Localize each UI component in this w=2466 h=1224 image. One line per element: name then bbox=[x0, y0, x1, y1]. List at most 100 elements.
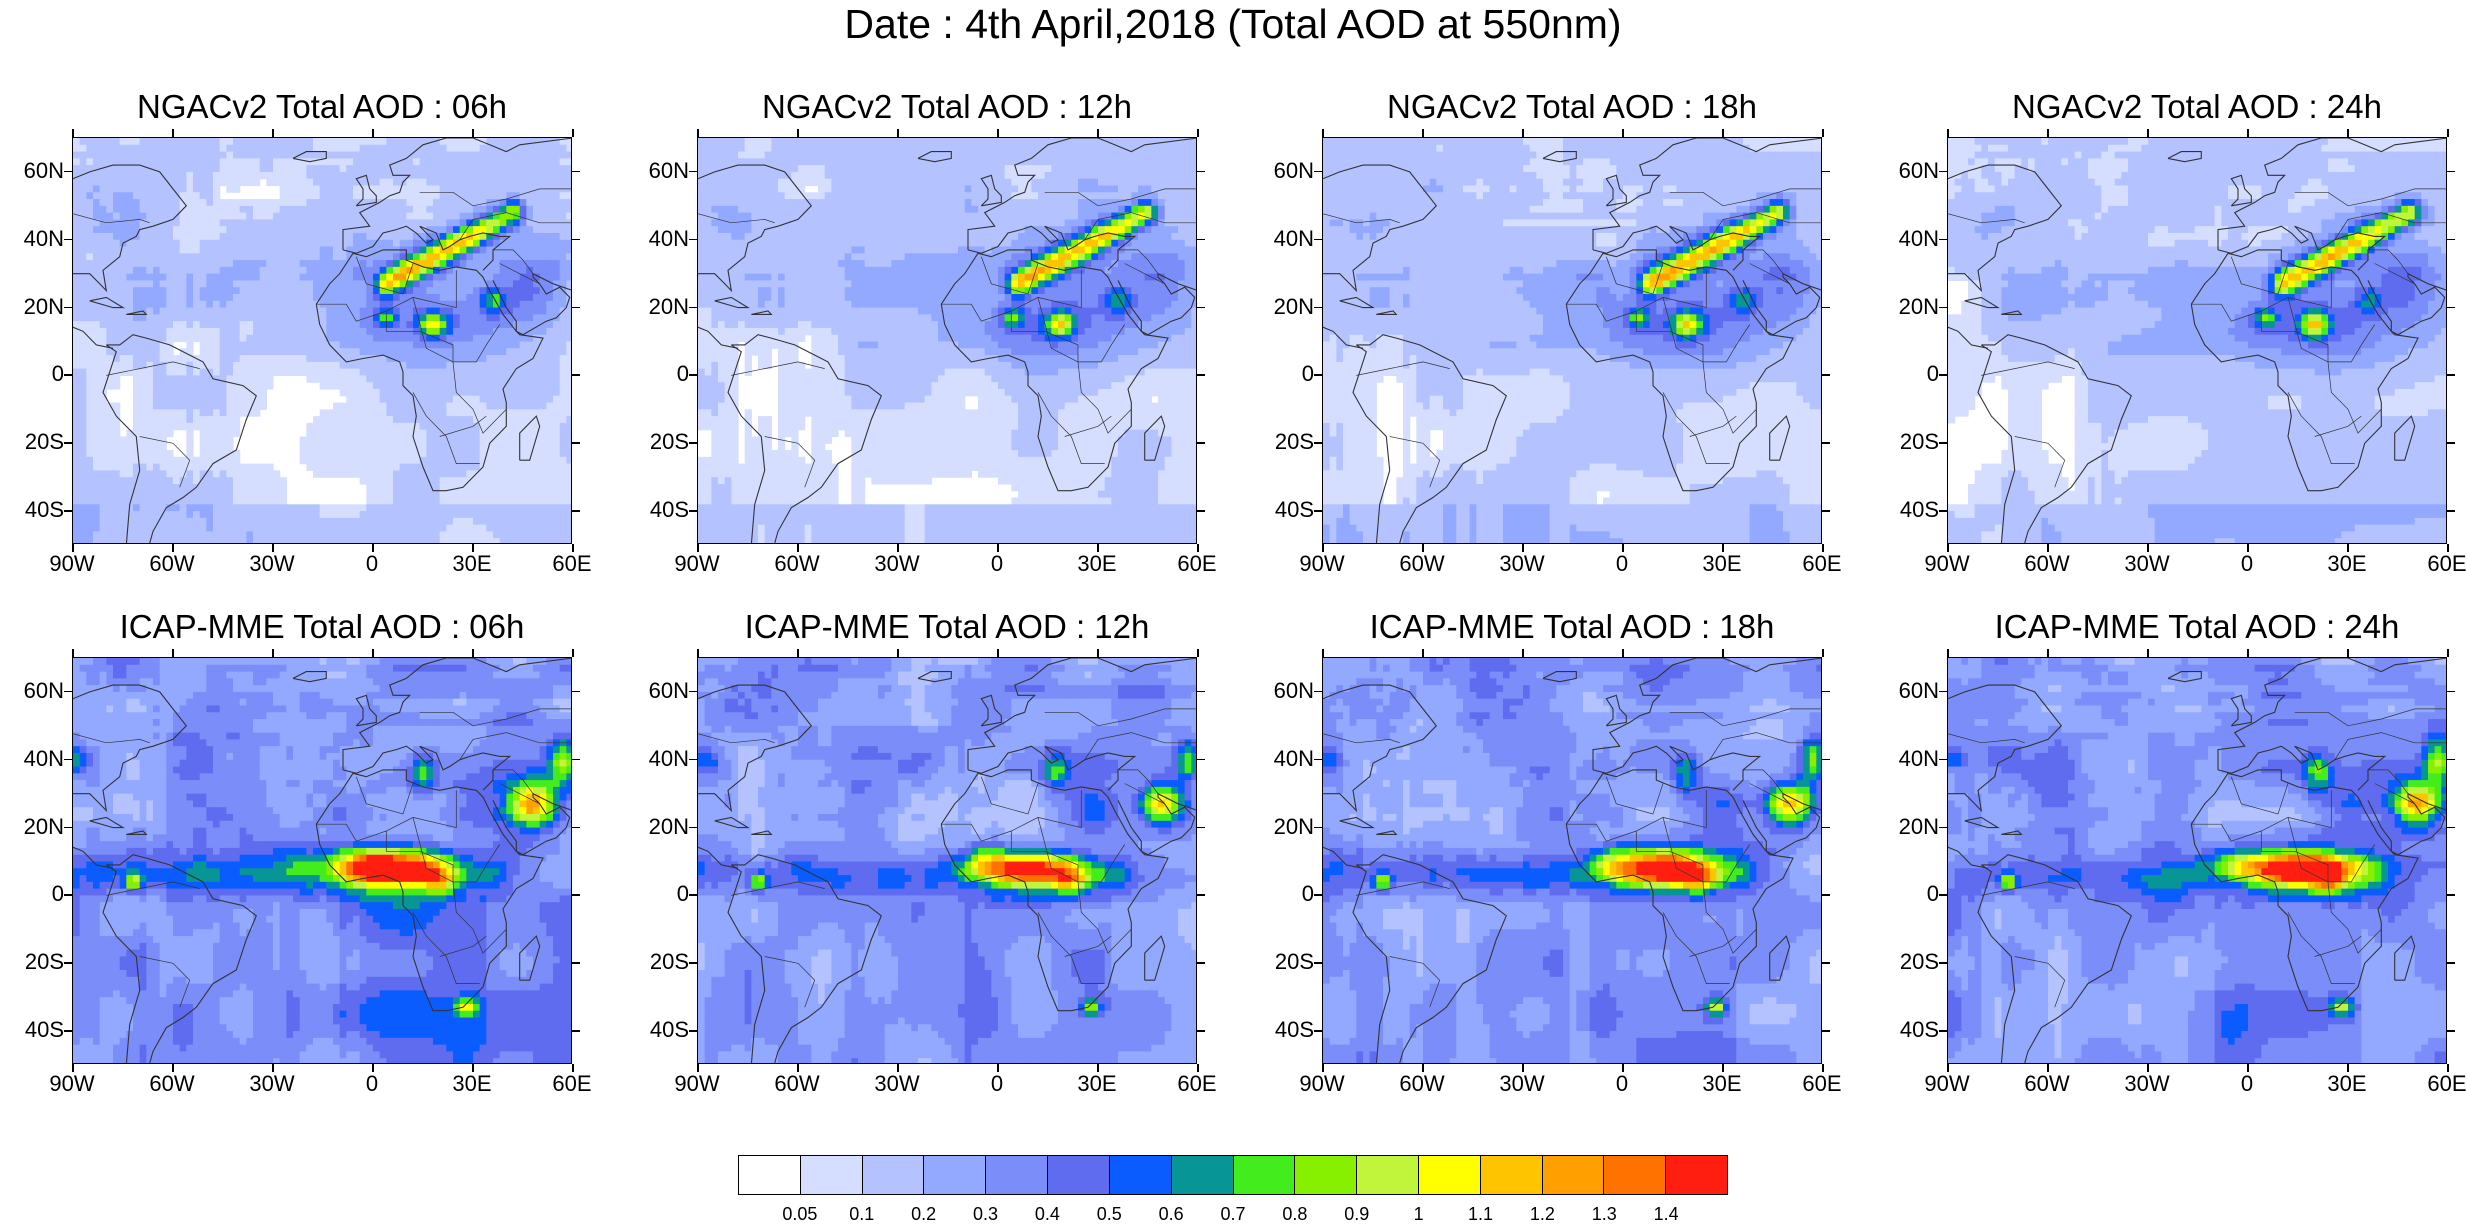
lat-tick-label: 0 bbox=[0, 882, 64, 906]
lat-tick bbox=[689, 510, 697, 512]
lon-tick bbox=[1422, 649, 1424, 657]
lat-tick bbox=[572, 171, 580, 173]
lon-tick bbox=[1422, 544, 1424, 552]
lat-tick-label: 0 bbox=[1875, 882, 1939, 906]
lon-tick bbox=[1722, 129, 1724, 137]
lon-tick bbox=[1622, 544, 1624, 552]
lon-tick bbox=[997, 544, 999, 552]
lon-tick-label: 60E bbox=[2407, 552, 2466, 576]
lon-tick bbox=[1722, 1064, 1724, 1072]
lon-tick bbox=[372, 649, 374, 657]
lon-tick-label: 30W bbox=[2107, 1072, 2187, 1096]
lat-tick bbox=[1822, 307, 1830, 309]
lat-tick bbox=[1314, 691, 1322, 693]
colorbar-label: 0.1 bbox=[832, 1204, 892, 1224]
lat-tick bbox=[2447, 442, 2455, 444]
lon-tick-label: 0 bbox=[2207, 552, 2287, 576]
lon-tick bbox=[472, 649, 474, 657]
colorbar-box-6 bbox=[1110, 1156, 1172, 1194]
lat-tick bbox=[1314, 827, 1322, 829]
lon-tick bbox=[2047, 1064, 2049, 1072]
lon-tick bbox=[1947, 1064, 1949, 1072]
lat-tick bbox=[1314, 894, 1322, 896]
panel-title: NGACv2 Total AOD : 18h bbox=[1322, 88, 1822, 126]
colorbar-box-9 bbox=[1295, 1156, 1357, 1194]
lat-tick bbox=[1197, 962, 1205, 964]
aod-field bbox=[73, 138, 572, 544]
aod-map bbox=[1322, 657, 1822, 1064]
lon-tick-label: 0 bbox=[1582, 1072, 1662, 1096]
lon-tick-label: 30E bbox=[1057, 1072, 1137, 1096]
lat-tick-label: 20S bbox=[625, 430, 689, 454]
aod-map bbox=[697, 137, 1197, 544]
lat-tick bbox=[689, 691, 697, 693]
lat-tick bbox=[2447, 894, 2455, 896]
colorbar-label: 1.2 bbox=[1512, 1204, 1572, 1224]
lat-tick bbox=[1822, 171, 1830, 173]
lat-tick-label: 20S bbox=[0, 430, 64, 454]
lon-tick-label: 60E bbox=[1782, 1072, 1862, 1096]
lon-tick bbox=[797, 544, 799, 552]
lat-tick bbox=[64, 374, 72, 376]
lat-tick-label: 40S bbox=[1250, 1018, 1314, 1042]
lon-tick-label: 30E bbox=[432, 1072, 512, 1096]
figure-title: Date : 4th April,2018 (Total AOD at 550n… bbox=[0, 2, 2466, 46]
lat-tick bbox=[1314, 307, 1322, 309]
lat-tick bbox=[1822, 691, 1830, 693]
lon-tick bbox=[172, 1064, 174, 1072]
lon-tick bbox=[2247, 649, 2249, 657]
aod-grid-cells bbox=[73, 138, 572, 544]
lat-tick bbox=[1197, 691, 1205, 693]
lon-tick bbox=[372, 129, 374, 137]
lon-tick-label: 60W bbox=[132, 552, 212, 576]
lat-tick bbox=[1939, 374, 1947, 376]
lon-tick-label: 90W bbox=[1907, 1072, 1987, 1096]
lat-tick bbox=[2447, 827, 2455, 829]
lon-tick-label: 0 bbox=[2207, 1072, 2287, 1096]
lon-tick-label: 60E bbox=[1157, 552, 1237, 576]
lat-tick-label: 0 bbox=[1250, 882, 1314, 906]
lon-tick-label: 30W bbox=[2107, 552, 2187, 576]
colorbar-label: 0.4 bbox=[1017, 1204, 1077, 1224]
lon-tick-label: 30W bbox=[1482, 552, 1562, 576]
lat-tick bbox=[572, 962, 580, 964]
lon-tick bbox=[2047, 129, 2049, 137]
colorbar-box-7 bbox=[1172, 1156, 1234, 1194]
lon-tick bbox=[2147, 649, 2149, 657]
lon-tick bbox=[472, 129, 474, 137]
lon-tick-label: 30E bbox=[1057, 552, 1137, 576]
lat-tick bbox=[1197, 1030, 1205, 1032]
lat-tick bbox=[689, 827, 697, 829]
lon-tick-label: 30E bbox=[2307, 1072, 2387, 1096]
lat-tick-label: 60N bbox=[1875, 679, 1939, 703]
lon-tick bbox=[1322, 544, 1324, 552]
lon-tick bbox=[897, 129, 899, 137]
lon-tick bbox=[1522, 544, 1524, 552]
lat-tick bbox=[572, 894, 580, 896]
panel-title: NGACv2 Total AOD : 06h bbox=[72, 88, 572, 126]
panel-title: NGACv2 Total AOD : 24h bbox=[1947, 88, 2447, 126]
lon-tick bbox=[2447, 1064, 2449, 1072]
lat-tick-label: 0 bbox=[1875, 362, 1939, 386]
colorbar-label: 1.3 bbox=[1574, 1204, 1634, 1224]
lat-tick bbox=[1822, 374, 1830, 376]
lat-tick bbox=[572, 239, 580, 241]
lat-tick bbox=[689, 442, 697, 444]
lat-tick-label: 40S bbox=[1875, 1018, 1939, 1042]
lat-tick bbox=[2447, 510, 2455, 512]
colorbar-box-14 bbox=[1604, 1156, 1666, 1194]
lon-tick bbox=[172, 129, 174, 137]
lon-tick bbox=[697, 649, 699, 657]
lon-tick bbox=[1622, 649, 1624, 657]
lat-tick bbox=[1197, 759, 1205, 761]
aod-map bbox=[72, 657, 572, 1064]
lon-tick bbox=[2147, 1064, 2149, 1072]
lon-tick bbox=[172, 649, 174, 657]
lat-tick bbox=[1314, 510, 1322, 512]
lat-tick-label: 20N bbox=[0, 295, 64, 319]
lon-tick bbox=[572, 544, 574, 552]
lon-tick bbox=[472, 544, 474, 552]
lat-tick bbox=[1197, 894, 1205, 896]
